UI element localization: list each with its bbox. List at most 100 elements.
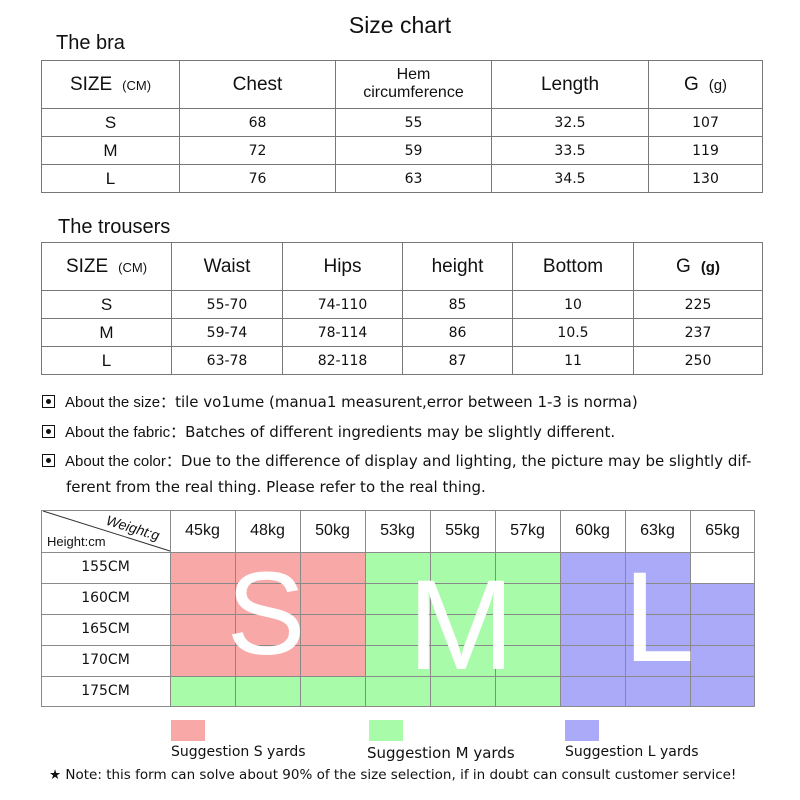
grid-cell bbox=[625, 645, 690, 676]
grid-line bbox=[754, 510, 755, 707]
corner-height-label: Height:cm bbox=[47, 534, 106, 549]
table-cell: 74-110 bbox=[282, 290, 403, 319]
table-cell: 10 bbox=[512, 290, 634, 319]
weight-label: 55kg bbox=[445, 522, 480, 539]
table-cell: 82-118 bbox=[282, 346, 403, 375]
note-color-continued: ferent from the real thing. Please refer… bbox=[66, 478, 486, 496]
height-label: 160CM bbox=[81, 590, 130, 606]
grid-cell bbox=[365, 614, 430, 645]
grid-line bbox=[430, 510, 431, 707]
grid-cell bbox=[495, 614, 560, 645]
grid-cell bbox=[235, 583, 300, 614]
page-title: Size chart bbox=[348, 12, 452, 38]
grid-cell bbox=[235, 645, 300, 676]
table-cell: 34.5 bbox=[491, 164, 649, 193]
weight-label: 48kg bbox=[250, 522, 285, 539]
grid-cell bbox=[560, 552, 625, 583]
grid-line bbox=[300, 510, 301, 707]
trousers-size-header: SIZE (CM) bbox=[41, 242, 172, 291]
table-row: L 76 63 34.5 130 bbox=[41, 164, 763, 193]
g-label: G bbox=[676, 255, 691, 277]
grid-cell bbox=[300, 614, 365, 645]
grid-cell bbox=[170, 552, 235, 583]
grid-cell bbox=[430, 583, 495, 614]
size-unit: (CM) bbox=[118, 259, 148, 275]
grid-cell bbox=[170, 583, 235, 614]
grid-line bbox=[495, 510, 496, 707]
grid-line bbox=[41, 676, 755, 677]
height-label: 155CM bbox=[81, 559, 130, 575]
chest-header: Chest bbox=[179, 60, 336, 109]
bra-size-table: SIZE (CM) Chest Hem circumference Length G… bbox=[41, 60, 763, 193]
trousers-size-table: SIZE (CM) Waist Hips height Bottom G (g) S… bbox=[41, 242, 763, 375]
size-m-letter: M bbox=[407, 554, 515, 697]
grid-cell bbox=[235, 614, 300, 645]
grid-cell bbox=[560, 614, 625, 645]
grid-cell bbox=[560, 676, 625, 707]
grid-cell bbox=[300, 676, 365, 707]
bullet-icon bbox=[42, 454, 55, 467]
grid-line bbox=[625, 510, 626, 707]
grid-line bbox=[41, 510, 755, 511]
weight-label: 53kg bbox=[380, 522, 415, 539]
g-unit: (g) bbox=[700, 258, 720, 276]
hips-header: Hips bbox=[282, 242, 403, 291]
legend-swatch-m bbox=[369, 720, 403, 741]
table-cell: 55-70 bbox=[171, 290, 283, 319]
note-label: About the fabric： bbox=[65, 424, 186, 441]
grid-cell bbox=[365, 552, 430, 583]
note-label: About the size： bbox=[65, 394, 176, 411]
grid-cell bbox=[625, 614, 690, 645]
size-cell: M bbox=[41, 318, 172, 347]
grid-cell bbox=[365, 645, 430, 676]
trousers-section-title: The trousers bbox=[58, 216, 171, 238]
grid-line bbox=[41, 706, 755, 707]
table-cell: 225 bbox=[633, 290, 763, 319]
size-recommendation-grid: Weight:g Height:cm 45kg 48kg 50kg 53kg 55kg 5… bbox=[41, 510, 761, 708]
size-unit: (CM) bbox=[122, 77, 152, 93]
grid-line bbox=[690, 510, 691, 707]
table-cell: 130 bbox=[648, 164, 763, 193]
grid-cell bbox=[300, 645, 365, 676]
legend-label-l: Suggestion L yards bbox=[565, 744, 699, 760]
grid-cell bbox=[560, 583, 625, 614]
trousers-header-row: SIZE (CM) Waist Hips height Bottom G (g) bbox=[41, 242, 763, 291]
waist-header: Waist bbox=[171, 242, 283, 291]
grid-cell bbox=[625, 552, 690, 583]
legend-swatch-l bbox=[565, 720, 599, 741]
legend-label-s: Suggestion S yards bbox=[171, 744, 306, 760]
g-unit: (g) bbox=[708, 76, 728, 94]
grid-cell bbox=[300, 583, 365, 614]
grid-cell bbox=[365, 583, 430, 614]
table-cell: 33.5 bbox=[491, 136, 649, 165]
table-row: S 55-70 74-110 85 10 225 bbox=[41, 290, 763, 319]
table-cell: 85 bbox=[402, 290, 513, 319]
note-text: tile vo1ume (manua1 measurent,error betw… bbox=[175, 393, 638, 411]
table-cell: 76 bbox=[179, 164, 336, 193]
table-cell: 63-78 bbox=[171, 346, 283, 375]
corner-diagonal bbox=[42, 510, 171, 552]
grid-cell bbox=[690, 583, 755, 614]
bra-header-row: SIZE (CM) Chest Hem circumference Length G… bbox=[41, 60, 763, 109]
size-s-letter: S bbox=[226, 548, 306, 680]
grid-cell bbox=[430, 645, 495, 676]
note-fabric: About the fabric：Batches of different in… bbox=[42, 421, 615, 442]
size-cell: L bbox=[41, 164, 180, 193]
grid-cell bbox=[560, 645, 625, 676]
height-label: 165CM bbox=[81, 621, 130, 637]
table-row: M 59-74 78-114 86 10.5 237 bbox=[41, 318, 763, 347]
grid-cell bbox=[235, 676, 300, 707]
table-cell: 237 bbox=[633, 318, 763, 347]
grid-line bbox=[41, 583, 755, 584]
table-row: S 68 55 32.5 107 bbox=[41, 108, 763, 137]
grid-cell bbox=[235, 552, 300, 583]
size-cell: M bbox=[41, 136, 180, 165]
grid-line bbox=[41, 614, 755, 615]
grid-line bbox=[41, 510, 42, 707]
grid-cell bbox=[365, 676, 430, 707]
grid-cell bbox=[495, 583, 560, 614]
table-row: M 72 59 33.5 119 bbox=[41, 136, 763, 165]
table-cell: 72 bbox=[179, 136, 336, 165]
table-cell: 59 bbox=[335, 136, 492, 165]
weight-label: 57kg bbox=[510, 522, 545, 539]
